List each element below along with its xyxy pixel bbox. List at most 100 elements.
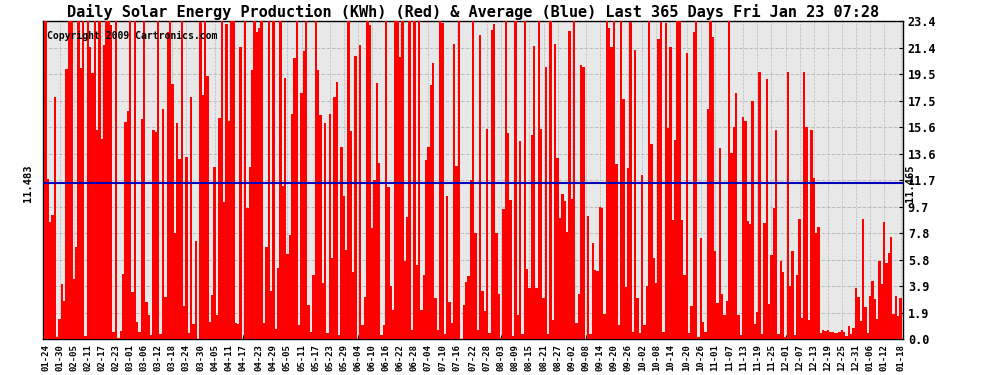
Bar	[885, 263, 888, 339]
Bar	[547, 334, 549, 339]
Bar	[122, 274, 124, 339]
Bar	[573, 21, 575, 339]
Bar	[491, 30, 493, 339]
Bar	[709, 21, 712, 339]
Bar	[291, 114, 293, 339]
Bar	[632, 333, 634, 339]
Bar	[406, 217, 409, 339]
Bar	[378, 163, 380, 339]
Bar	[315, 21, 317, 339]
Bar	[645, 286, 648, 339]
Bar	[129, 21, 132, 339]
Bar	[758, 72, 761, 339]
Bar	[843, 332, 845, 339]
Bar	[425, 160, 428, 339]
Bar	[775, 130, 777, 339]
Bar	[648, 21, 650, 339]
Bar	[166, 32, 169, 339]
Bar	[744, 122, 746, 339]
Bar	[235, 322, 237, 339]
Bar	[50, 222, 51, 339]
Bar	[839, 332, 841, 339]
Bar	[70, 21, 72, 339]
Bar	[507, 133, 510, 339]
Bar	[690, 306, 693, 339]
Bar	[763, 223, 765, 339]
Bar	[659, 22, 662, 339]
Bar	[152, 130, 154, 339]
Bar	[850, 334, 852, 339]
Bar	[841, 330, 843, 339]
Bar	[770, 255, 772, 339]
Bar	[327, 333, 329, 339]
Bar	[558, 218, 561, 339]
Bar	[450, 323, 453, 339]
Bar	[453, 44, 455, 339]
Bar	[284, 78, 286, 339]
Bar	[411, 330, 413, 339]
Bar	[556, 158, 558, 339]
Bar	[202, 95, 204, 339]
Bar	[120, 331, 122, 339]
Bar	[45, 21, 47, 339]
Bar	[587, 216, 589, 339]
Bar	[188, 333, 190, 339]
Bar	[343, 196, 346, 339]
Bar	[359, 45, 361, 339]
Bar	[265, 247, 267, 339]
Bar	[154, 132, 157, 339]
Bar	[719, 148, 721, 339]
Bar	[446, 196, 448, 339]
Bar	[141, 119, 143, 339]
Bar	[825, 331, 827, 339]
Bar	[281, 186, 284, 339]
Bar	[366, 21, 368, 339]
Bar	[806, 128, 808, 339]
Bar	[308, 305, 310, 339]
Bar	[331, 258, 334, 339]
Bar	[368, 25, 371, 339]
Bar	[310, 332, 312, 339]
Bar	[223, 202, 226, 339]
Bar	[244, 21, 247, 339]
Bar	[512, 336, 514, 339]
Bar	[505, 21, 507, 339]
Bar	[98, 21, 101, 339]
Bar	[608, 28, 611, 339]
Bar	[529, 288, 531, 339]
Bar	[476, 330, 479, 339]
Bar	[575, 323, 577, 339]
Bar	[336, 82, 338, 339]
Bar	[293, 58, 296, 339]
Bar	[714, 252, 716, 339]
Bar	[444, 334, 446, 339]
Bar	[625, 287, 627, 339]
Text: 11.465: 11.465	[905, 165, 915, 202]
Bar	[582, 67, 585, 339]
Bar	[568, 31, 570, 339]
Bar	[897, 316, 900, 339]
Bar	[195, 241, 197, 339]
Bar	[890, 237, 892, 339]
Bar	[892, 314, 895, 339]
Bar	[226, 24, 228, 339]
Bar	[124, 122, 127, 339]
Bar	[108, 21, 110, 339]
Bar	[373, 180, 375, 339]
Bar	[716, 303, 719, 339]
Bar	[390, 286, 392, 339]
Bar	[105, 21, 108, 339]
Bar	[726, 302, 728, 339]
Bar	[72, 279, 75, 339]
Bar	[742, 117, 744, 339]
Title: Daily Solar Energy Production (KWh) (Red) & Average (Blue) Last 365 Days Fri Jan: Daily Solar Energy Production (KWh) (Red…	[67, 4, 879, 20]
Bar	[570, 199, 573, 339]
Bar	[639, 333, 642, 339]
Bar	[627, 168, 630, 339]
Bar	[103, 45, 105, 339]
Bar	[789, 286, 791, 339]
Bar	[862, 219, 864, 339]
Bar	[387, 188, 390, 339]
Bar	[272, 21, 274, 339]
Bar	[503, 209, 505, 339]
